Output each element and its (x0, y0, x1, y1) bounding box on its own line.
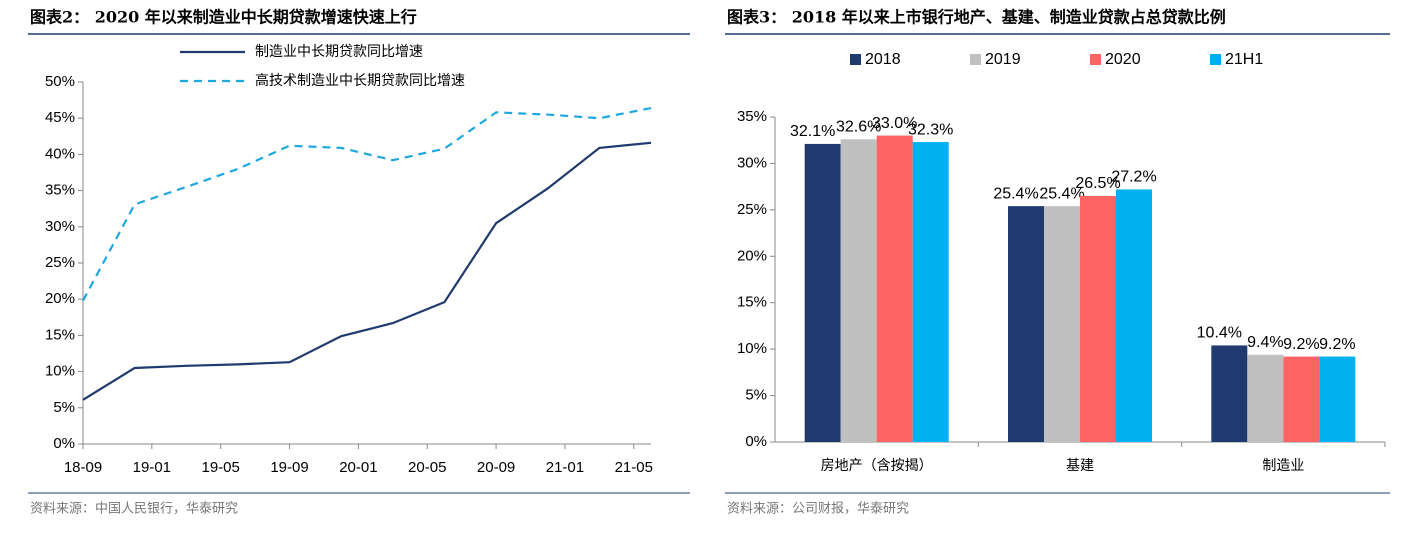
data-label: 32.3% (908, 121, 953, 138)
bar (804, 143, 841, 442)
bar (912, 142, 949, 443)
data-label: 32.1% (790, 123, 835, 140)
bar (1283, 356, 1320, 442)
x-tick-label: 19-01 (133, 459, 171, 476)
y-tick-label: 0% (53, 435, 75, 452)
legend-label: 2018 (865, 51, 901, 68)
data-label: 33.0% (872, 115, 917, 132)
data-label: 25.4% (1039, 185, 1084, 202)
line-series (82, 106, 652, 302)
x-tick-label: 基建 (1066, 457, 1094, 474)
y-tick-label: 5% (53, 399, 75, 416)
legend-swatch (1210, 54, 1221, 65)
legend-label: 高技术制造业中长期贷款同比增速 (255, 72, 465, 89)
y-tick-label: 35% (737, 108, 767, 125)
y-tick-label: 5% (745, 387, 767, 404)
legend-swatch (970, 54, 981, 65)
data-label: 27.2% (1111, 169, 1156, 186)
y-tick-label: 20% (737, 247, 767, 264)
y-tick-label: 10% (45, 363, 75, 380)
x-tick-label: 18-09 (64, 459, 102, 476)
y-tick-label: 30% (737, 154, 767, 171)
bar (1080, 195, 1116, 442)
bar (1008, 206, 1044, 442)
y-tick-label: 10% (737, 340, 767, 357)
y-tick-label: 50% (45, 73, 75, 90)
y-tick-label: 35% (45, 182, 75, 199)
x-tick-label: 21-01 (546, 459, 584, 476)
data-label: 32.6% (836, 119, 881, 136)
x-tick-label: 19-05 (202, 459, 240, 476)
x-tick-label: 制造业 (1262, 458, 1304, 474)
legend-label: 2019 (985, 51, 1021, 68)
data-label: 9.2% (1319, 336, 1355, 353)
data-label: 10.4% (1197, 325, 1242, 342)
x-tick-label: 20-05 (408, 459, 446, 476)
x-tick-label: 19-09 (270, 459, 308, 476)
y-tick-label: 40% (45, 145, 75, 162)
y-tick-label: 15% (45, 326, 75, 343)
legend-label: 制造业中长期贷款同比增速 (255, 44, 423, 60)
y-tick-label: 20% (45, 290, 75, 307)
chart-title: 图表3： 2018 年以来上市银行地产、基建、制造业贷款占总贷款比例 (727, 8, 1226, 27)
bar (876, 135, 913, 443)
data-label: 9.2% (1283, 336, 1319, 353)
y-tick-label: 25% (45, 254, 75, 271)
chart-title: 图表2： 2020 年以来制造业中长期贷款增速快速上行 (30, 8, 417, 27)
x-tick-label: 20-01 (339, 459, 377, 476)
legend-swatch (1090, 54, 1101, 65)
bar (1211, 345, 1248, 442)
y-tick-label: 30% (45, 218, 75, 235)
y-tick-label: 25% (737, 201, 767, 218)
x-tick-label: 20-09 (477, 459, 515, 476)
source: 资料来源：公司财报，华泰研究 (727, 502, 909, 517)
x-tick-label: 21-05 (615, 459, 653, 476)
legend-label: 2020 (1105, 51, 1141, 68)
y-tick-label: 45% (45, 109, 75, 126)
data-label: 25.4% (993, 185, 1038, 202)
bar (1319, 356, 1356, 442)
legend-label: 21H1 (1225, 51, 1263, 68)
y-tick-label: 0% (745, 433, 767, 450)
bar (1116, 189, 1152, 442)
data-label: 26.5% (1075, 175, 1120, 192)
y-tick-label: 15% (737, 294, 767, 311)
data-label: 9.4% (1247, 334, 1283, 351)
bar (1247, 354, 1284, 442)
bar (1044, 206, 1080, 442)
line-series (82, 141, 652, 401)
x-tick-label: 房地产（含按揭） (821, 458, 933, 474)
source: 资料来源：中国人民银行，华泰研究 (30, 502, 238, 517)
bar (840, 139, 877, 443)
legend-swatch (850, 54, 861, 65)
